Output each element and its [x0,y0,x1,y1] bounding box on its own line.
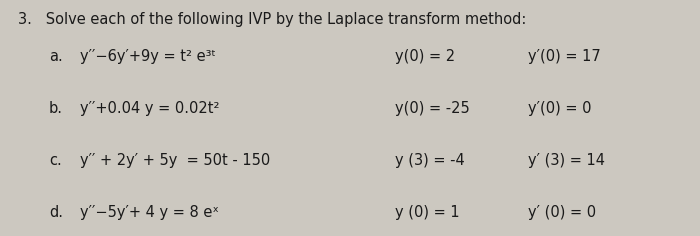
Text: y(0) = -25: y(0) = -25 [395,101,470,116]
Text: y(0) = 2: y(0) = 2 [395,49,456,64]
Text: y′(0) = 17: y′(0) = 17 [528,49,601,64]
Text: y (3) = -4: y (3) = -4 [395,153,466,168]
Text: y′′−6y′+9y = t² e³ᵗ: y′′−6y′+9y = t² e³ᵗ [80,49,216,64]
Text: y′′ + 2y′ + 5y  = 50t - 150: y′′ + 2y′ + 5y = 50t - 150 [80,153,271,168]
Text: y (0) = 1: y (0) = 1 [395,205,460,220]
Text: b.: b. [49,101,63,116]
Text: c.: c. [49,153,62,168]
Text: y′(0) = 0: y′(0) = 0 [528,101,592,116]
Text: 3.   Solve each of the following IVP by the Laplace transform method:: 3. Solve each of the following IVP by th… [18,12,526,27]
Text: y′ (0) = 0: y′ (0) = 0 [528,205,596,220]
Text: y′ (3) = 14: y′ (3) = 14 [528,153,606,168]
Text: a.: a. [49,49,63,64]
Text: y′′−5y′+ 4 y = 8 eˣ: y′′−5y′+ 4 y = 8 eˣ [80,205,219,220]
Text: y′′+0.04 y = 0.02t²: y′′+0.04 y = 0.02t² [80,101,220,116]
Text: d.: d. [49,205,63,220]
